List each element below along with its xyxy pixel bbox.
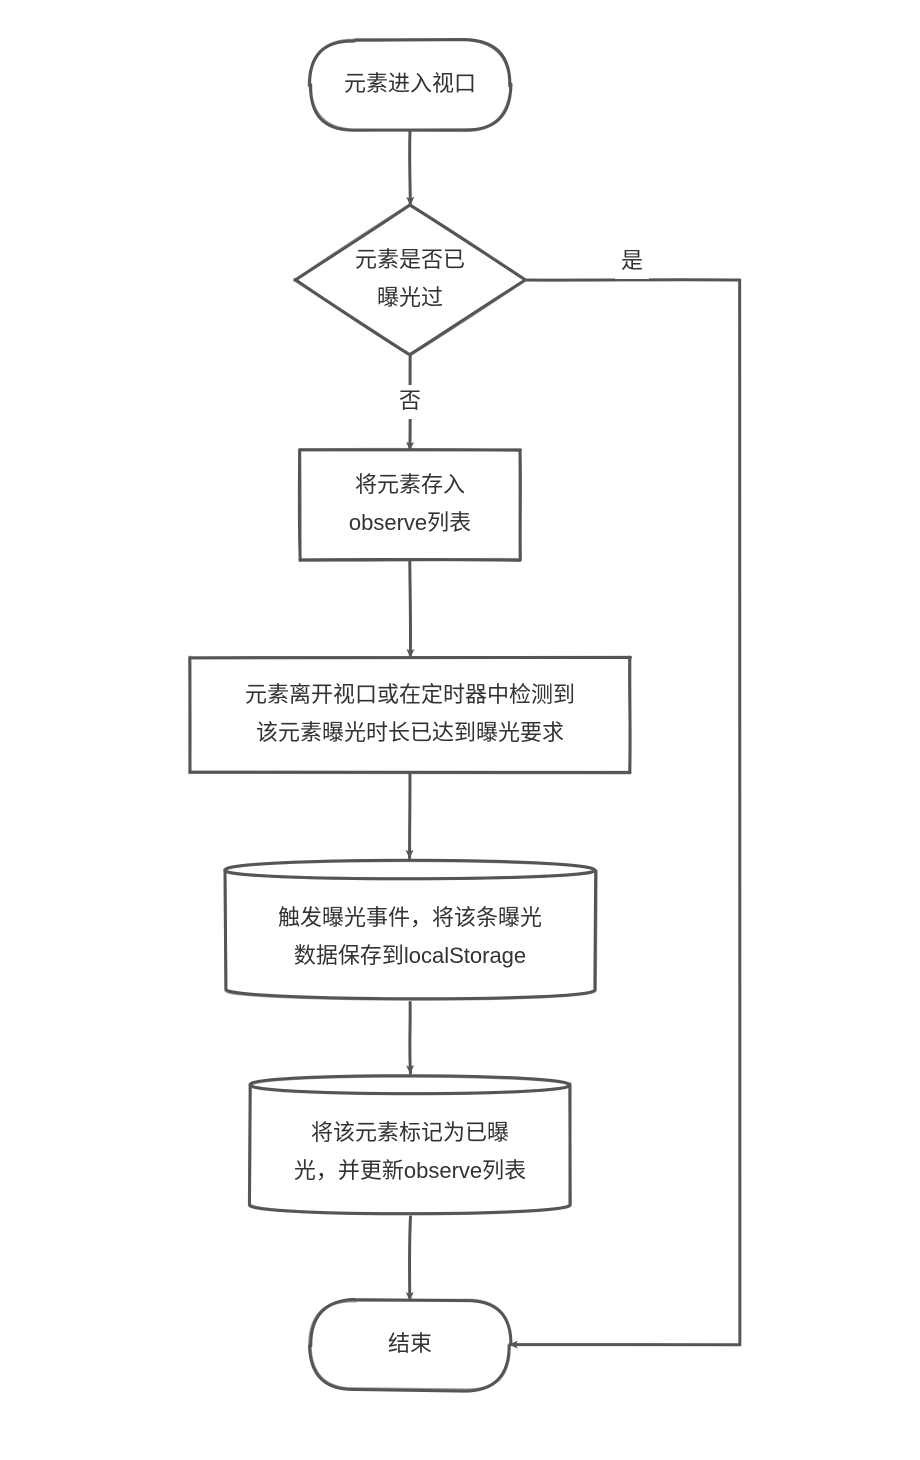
node-decision-line0: 元素是否已 xyxy=(355,247,465,272)
node-process1-line0: 将元素存入 xyxy=(355,472,465,497)
edge-cylinder1-cylinder2 xyxy=(410,1002,411,1073)
edge-start-decision xyxy=(410,130,411,204)
node-process1 xyxy=(299,450,520,561)
flowchart: 否 是 元素进入视口元素是否已曝光过将元素存入 observe列表元素离开视口或在定时… xyxy=(0,0,920,1460)
node-cylinder1-line0: 触发曝光事件，将该条曝光 xyxy=(278,905,542,930)
node-decision xyxy=(295,205,525,355)
node-start-line0: 元素进入视口 xyxy=(344,71,476,96)
edge-label-decision-end: 是 xyxy=(621,248,643,273)
node-process2-line0: 元素离开视口或在定时器中检测到 xyxy=(245,682,575,707)
node-cylinder1-line1: 数据保存到localStorage xyxy=(294,943,526,968)
node-decision-line1: 曝光过 xyxy=(377,285,443,310)
node-cylinder2-line0: 将该元素标记为已曝 xyxy=(311,1120,509,1145)
node-cylinder2-line1: 光，并更新observe列表 xyxy=(294,1158,526,1183)
node-process2 xyxy=(190,657,631,773)
node-end-line0: 结束 xyxy=(388,1331,432,1356)
edge-decision-end xyxy=(510,280,740,1345)
node-process2-line1: 该元素曝光时长已达到曝光要求 xyxy=(256,720,564,745)
edge-process1-process2 xyxy=(410,560,411,657)
edge-label-decision-process1: 否 xyxy=(399,388,421,413)
edge-cylinder2-end xyxy=(409,1217,410,1300)
node-process1-line1: observe列表 xyxy=(349,510,471,535)
